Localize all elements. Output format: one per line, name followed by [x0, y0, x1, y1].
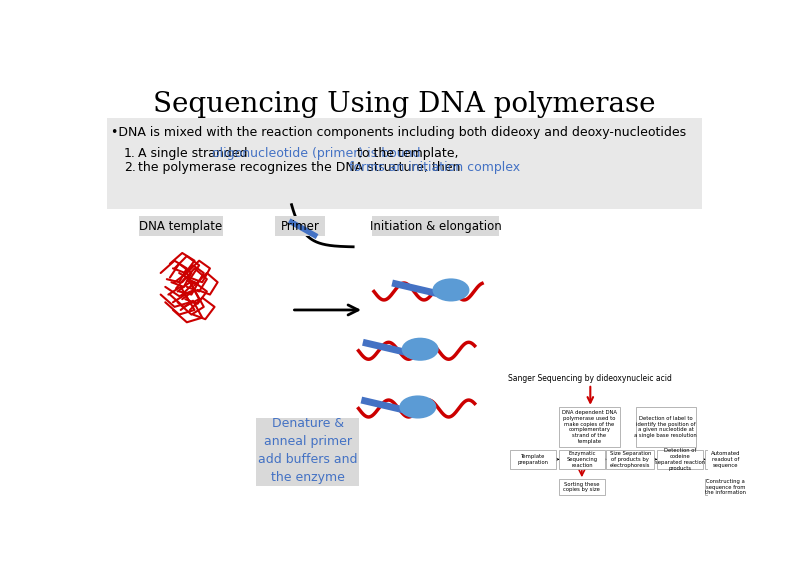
Text: Sorting these
copies by size: Sorting these copies by size [563, 482, 600, 493]
Text: 1.: 1. [124, 147, 136, 160]
Text: •DNA is mixed with the reaction components including both dideoxy and deoxy-nucl: •DNA is mixed with the reaction componen… [111, 126, 686, 139]
Text: Initiation & elongation: Initiation & elongation [370, 220, 502, 232]
Text: Denature &
anneal primer
add buffers and
the enzyme: Denature & anneal primer add buffers and… [258, 417, 357, 483]
Text: DNA template: DNA template [139, 220, 222, 232]
FancyBboxPatch shape [607, 450, 654, 469]
Text: Enzymatic
Sequencing
reaction: Enzymatic Sequencing reaction [567, 451, 597, 468]
Text: Primer: Primer [281, 220, 320, 232]
FancyBboxPatch shape [372, 216, 499, 236]
FancyBboxPatch shape [636, 407, 696, 447]
FancyBboxPatch shape [656, 450, 703, 469]
Text: oligonucleotide (primer) is bound: oligonucleotide (primer) is bound [212, 147, 421, 160]
Text: Detection of
codeine
separated reaction
products: Detection of codeine separated reaction … [655, 448, 705, 471]
FancyBboxPatch shape [510, 450, 556, 469]
Text: Sequencing Using DNA polymerase: Sequencing Using DNA polymerase [153, 91, 655, 119]
Text: Constructing a
sequence from
the information: Constructing a sequence from the informa… [705, 479, 746, 496]
Text: Template
preparation: Template preparation [518, 454, 549, 465]
Text: DNA dependent DNA
polymerase used to
make copies of the
complementary
strand of : DNA dependent DNA polymerase used to mak… [562, 410, 617, 444]
FancyBboxPatch shape [256, 418, 359, 486]
FancyBboxPatch shape [559, 450, 605, 469]
FancyBboxPatch shape [559, 479, 605, 495]
Ellipse shape [432, 278, 469, 302]
Text: to the template,: to the template, [353, 147, 458, 160]
Ellipse shape [402, 338, 439, 361]
Text: 2.: 2. [124, 160, 136, 174]
FancyBboxPatch shape [559, 407, 620, 447]
Text: Detection of label to
identify the position of
a given nucleotide at
a single ba: Detection of label to identify the posit… [634, 416, 697, 438]
Text: the polymerase recognizes the DNA structure, then: the polymerase recognizes the DNA struct… [137, 160, 464, 174]
Text: Size Separation
of products by
electrophoresis: Size Separation of products by electroph… [610, 451, 651, 468]
FancyBboxPatch shape [275, 216, 325, 236]
FancyBboxPatch shape [139, 216, 223, 236]
Ellipse shape [399, 396, 436, 418]
Text: Automated
readout of
sequence: Automated readout of sequence [711, 451, 741, 468]
FancyBboxPatch shape [705, 479, 746, 495]
Text: A single stranded: A single stranded [137, 147, 251, 160]
Text: Sanger Sequencing by dideoxynucleic acid: Sanger Sequencing by dideoxynucleic acid [508, 374, 672, 383]
FancyBboxPatch shape [705, 450, 746, 469]
Text: forms an initiation complex: forms an initiation complex [349, 160, 520, 174]
FancyBboxPatch shape [107, 118, 702, 209]
